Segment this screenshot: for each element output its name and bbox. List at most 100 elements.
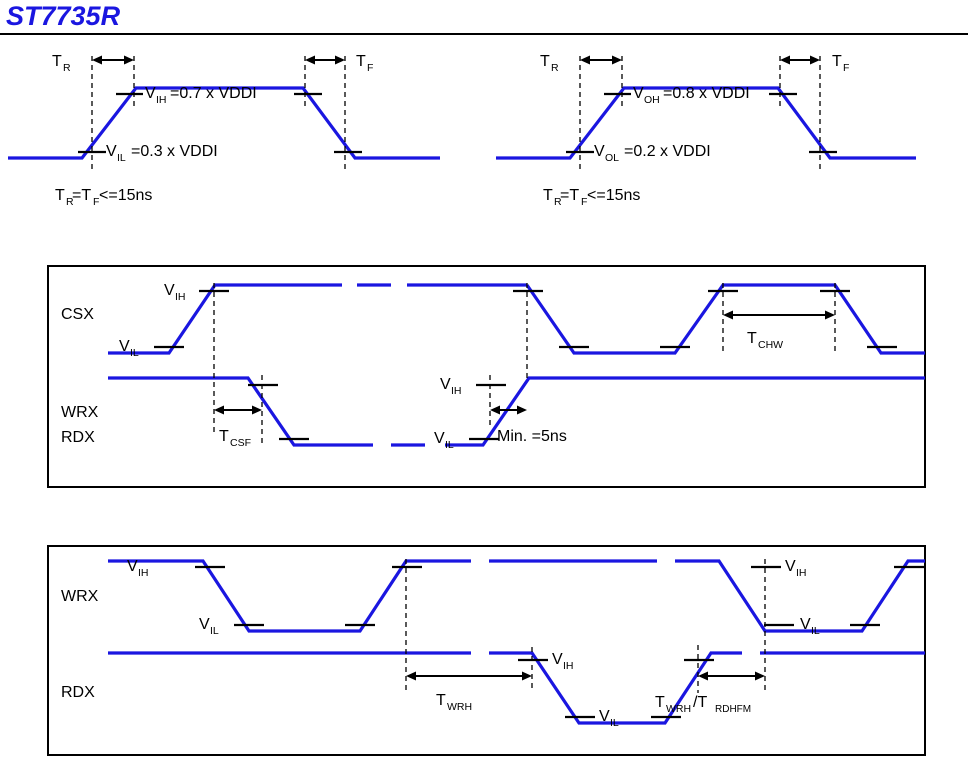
label-vih-v: V — [127, 558, 138, 575]
label-voh-sub: OH — [644, 94, 660, 106]
label-tchw-sub: CHW — [758, 339, 783, 351]
waveform-input — [8, 86, 440, 160]
note-t-r-sub: R — [66, 196, 74, 208]
label-tcsf-sub: CSF — [230, 437, 251, 449]
label-vih-sub: IH — [156, 94, 167, 106]
note-limit: <=15ns — [587, 187, 640, 204]
label-vil-sub: IL — [445, 439, 454, 451]
arrow-min-5ns — [490, 405, 527, 415]
label-t-fall: T — [832, 53, 842, 70]
label-rdx-vih-mid: V IH — [552, 651, 574, 672]
note-rise-fall-limit: T R =T F <=15ns — [55, 187, 152, 208]
arrow-t-rise — [580, 55, 622, 65]
arrow-t-csf — [214, 405, 262, 415]
waveform-wrxrdx-seg2 — [445, 376, 925, 447]
label-rdx-vil-mid: V IL — [599, 708, 619, 729]
waveform-csx-seg2 — [525, 283, 925, 355]
label-vil-sub: IL — [117, 152, 126, 164]
figure-csx-timing: CSX WRX RDX V IH V IL V IH V IL T — [47, 265, 927, 489]
arrow-t-wrh — [406, 671, 532, 681]
label-twrh-t: T — [436, 692, 446, 709]
label-vih: V — [145, 85, 156, 102]
label-vil-v: V — [800, 616, 811, 633]
label-vih-sub: IH — [138, 567, 149, 579]
signal-label-wrx: WRX — [61, 404, 99, 421]
label-vih-value: =0.7 x VDDI — [170, 85, 257, 102]
label-vih-v: V — [785, 558, 796, 575]
label-vil-sub: IL — [130, 347, 139, 359]
figure-input-timing: T R T F V IH =0.7 x VDDI V IL =0.3 x VDD… — [0, 38, 470, 218]
label-wrx-vih-right: V IH — [785, 558, 807, 579]
signal-label-csx: CSX — [61, 306, 94, 323]
label-trdhfm-sub: RDHFM — [715, 704, 751, 715]
note-t-r: T — [55, 187, 65, 204]
signal-label-rdx: RDX — [61, 429, 95, 446]
signal-label-rdx: RDX — [61, 684, 95, 701]
arrow-t-chw — [723, 310, 835, 320]
label-min-5ns: Min. =5ns — [497, 428, 567, 445]
label-voh-value: =0.8 x VDDI — [663, 85, 750, 102]
arrow-t-fall — [305, 55, 345, 65]
label-t-chw: T CHW — [747, 330, 783, 351]
label-vih-v: V — [164, 282, 175, 299]
label-vil-value: =0.3 x VDDI — [131, 143, 218, 160]
arrow-t-rise — [92, 55, 134, 65]
label-vol: V — [594, 143, 605, 160]
waveform-wrxrdx-seg1 — [108, 376, 373, 447]
label-vih-sub: IH — [175, 291, 186, 303]
label-vil-sub: IL — [811, 625, 820, 637]
label-vih-sub: IH — [796, 567, 807, 579]
label-twrh-sub: WRH — [447, 701, 472, 713]
label-t-rise-sub: R — [63, 62, 71, 74]
label-vih-sub: IH — [451, 385, 462, 397]
label-vil-v: V — [119, 338, 130, 355]
note-t-f: =T — [72, 187, 91, 204]
page-title: ST7735R — [6, 1, 121, 31]
note-rise-fall-limit: T R =T F <=15ns — [543, 187, 640, 208]
label-vol-sub: OL — [605, 152, 619, 164]
label-t-rise-sub: R — [551, 62, 559, 74]
label-vil-v: V — [199, 616, 210, 633]
label-vol-value: =0.2 x VDDI — [624, 143, 711, 160]
label-vil-sub: IL — [610, 717, 619, 729]
figure-border — [47, 545, 926, 756]
label-t-csf: T CSF — [219, 428, 251, 449]
waveform-wrx-seg2 — [675, 559, 925, 633]
label-csx-vih: V IH — [164, 282, 186, 303]
label-wrx-vih: V IH — [440, 376, 462, 397]
label-t-rise: T — [540, 53, 550, 70]
label-t-wrh-rdhfm: T WRH /T RDHFM — [655, 694, 751, 715]
label-twrh2-t: T — [655, 694, 665, 711]
arrow-t-fall — [780, 55, 820, 65]
note-limit: <=15ns — [99, 187, 152, 204]
label-wrx-vil: V IL — [434, 430, 454, 451]
label-vil-v: V — [434, 430, 445, 447]
label-vil-sub: IL — [210, 625, 219, 637]
label-tchw-t: T — [747, 330, 757, 347]
signal-label-wrx: WRX — [61, 588, 99, 605]
figure-wrx-rdx-timing: WRX RDX V IH V IL V IH V IL V IH — [47, 545, 927, 757]
label-t-fall-sub: F — [843, 62, 849, 74]
label-trdhfm-t: /T — [693, 694, 707, 711]
label-csx-vil: V IL — [119, 338, 139, 359]
label-voh: V — [633, 85, 644, 102]
note-t-f-sub: F — [581, 196, 587, 208]
label-vih-v: V — [552, 651, 563, 668]
note-t-r: T — [543, 187, 553, 204]
waveform-wrx-seg1 — [108, 559, 471, 633]
label-tcsf-t: T — [219, 428, 229, 445]
label-vil-v: V — [599, 708, 610, 725]
header-divider — [0, 33, 968, 35]
label-t-rise: T — [52, 53, 62, 70]
waveform-rdx-seg2 — [489, 651, 742, 725]
note-t-f-sub: F — [93, 196, 99, 208]
waveform-csx-seg1 — [108, 283, 342, 355]
label-vih-sub: IH — [563, 660, 574, 672]
arrow-t-wrh-rdhfm — [698, 671, 765, 681]
label-wrx-vil-right: V IL — [800, 616, 820, 637]
label-t-fall: T — [356, 53, 366, 70]
label-wrx-vil-left: V IL — [199, 616, 219, 637]
waveform-output — [496, 86, 916, 160]
label-t-fall-sub: F — [367, 62, 373, 74]
